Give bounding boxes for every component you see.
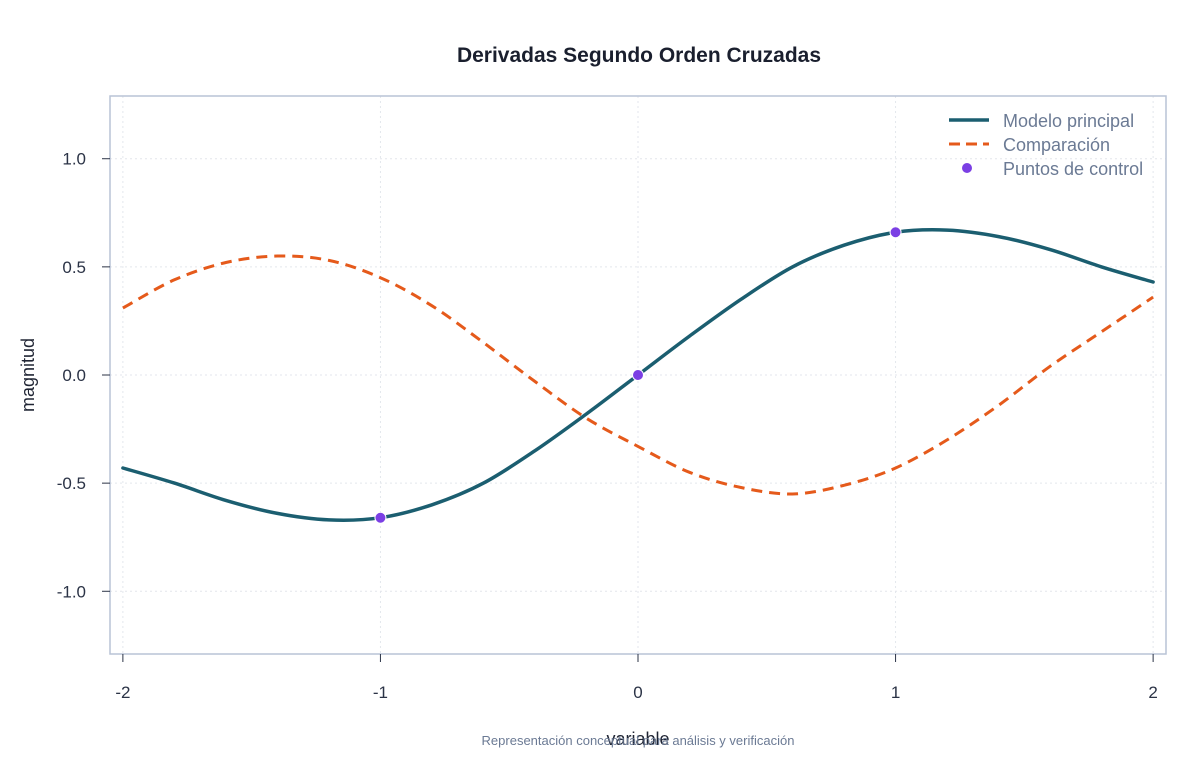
series-line-comparacion [122,254,1154,496]
x-tick-label-4: 2 [1148,683,1157,702]
x-tick-label-0: -2 [115,683,130,702]
y-tick-label-0: -1.0 [57,582,86,601]
y-tick-label-4: 1.0 [62,150,86,169]
y-tick-label-3: 0.5 [62,258,86,277]
legend: Modelo principal Comparación Puntos de c… [949,111,1143,179]
y-axis-label: magnitud [18,338,38,412]
x-axis-label: variable [606,729,669,749]
legend-label-comparacion: Comparación [1003,135,1110,155]
legend-label-modelo-principal: Modelo principal [1003,111,1134,131]
legend-swatch-puntos-de-control [962,163,972,173]
chart-title: Derivadas Segundo Orden Cruzadas [457,44,821,67]
chart-caption: Representación conceptual para análisis … [482,733,795,748]
x-tick-label-2: 0 [633,683,642,702]
legend-label-puntos-de-control: Puntos de control [1003,159,1143,179]
axis-ticks: -2 -1 0 1 2 -1.0 -0.5 0.0 0.5 1.0 [57,150,1158,702]
grid-layer [110,96,1166,654]
control-point-1 [632,369,644,381]
x-tick-label-3: 1 [891,683,900,702]
control-point-0 [374,511,387,524]
y-tick-label-1: -0.5 [57,474,86,493]
control-points-layer [374,226,902,524]
control-point-2 [889,226,902,239]
y-tick-label-2: 0.0 [62,366,86,385]
x-tick-label-1: -1 [373,683,388,702]
